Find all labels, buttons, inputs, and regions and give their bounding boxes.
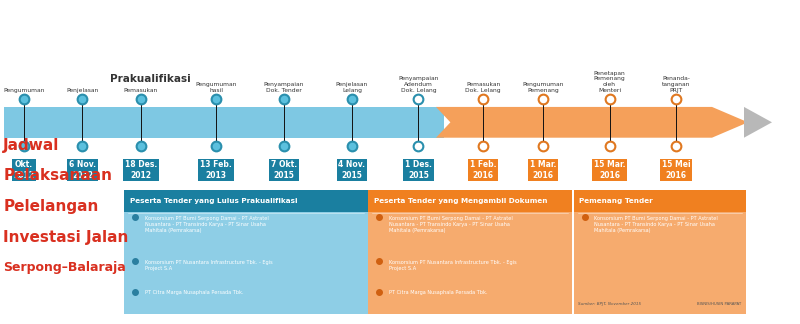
Text: Pemasukan
Dok. Lelang: Pemasukan Dok. Lelang <box>466 82 501 93</box>
Text: BISNIS/HUSIN PARAPAT: BISNIS/HUSIN PARAPAT <box>698 302 742 306</box>
FancyBboxPatch shape <box>368 190 572 212</box>
Polygon shape <box>436 107 748 138</box>
Text: Pengumuman
hasil: Pengumuman hasil <box>195 82 237 93</box>
Text: Sumber: BPJT, November 2015: Sumber: BPJT, November 2015 <box>578 302 641 306</box>
Text: Penjelasan: Penjelasan <box>66 88 98 93</box>
Text: Konsorsium PT Nusantara Infrastructure Tbk. - Egis
Project S.A: Konsorsium PT Nusantara Infrastructure T… <box>389 260 517 271</box>
Text: Konsorsium PT Bumi Serpong Damai - PT Astratel
Nusantara - PT Transindo Karya - : Konsorsium PT Bumi Serpong Damai - PT As… <box>145 216 269 233</box>
Text: Okt.
2012: Okt. 2012 <box>14 160 34 180</box>
Text: Penjelasan
Lelang: Penjelasan Lelang <box>336 82 368 93</box>
Text: Serpong–Balaraja: Serpong–Balaraja <box>3 261 126 274</box>
Text: Pemenang Tender: Pemenang Tender <box>579 198 653 203</box>
FancyBboxPatch shape <box>124 190 368 314</box>
Text: 4 Nov.
2015: 4 Nov. 2015 <box>338 160 366 180</box>
Text: PT Citra Marga Nusaphala Persada Tbk.: PT Citra Marga Nusaphala Persada Tbk. <box>145 290 243 295</box>
Polygon shape <box>4 107 444 138</box>
Text: Jadwal: Jadwal <box>3 138 59 153</box>
Text: 13 Feb.
2013: 13 Feb. 2013 <box>200 160 232 180</box>
Text: Penyampaian
Dok. Tender: Penyampaian Dok. Tender <box>264 82 304 93</box>
Text: Penetapan
Pemenang
oleh
Menteri: Penetapan Pemenang oleh Menteri <box>594 71 626 93</box>
FancyBboxPatch shape <box>574 190 746 314</box>
Text: Peserta Tender yang Lulus Prakualifikasi: Peserta Tender yang Lulus Prakualifikasi <box>130 198 297 203</box>
FancyBboxPatch shape <box>574 190 746 212</box>
Text: Pengumuman
Pemenang: Pengumuman Pemenang <box>522 82 564 93</box>
Text: 1 Mar.
2016: 1 Mar. 2016 <box>530 160 556 180</box>
Text: Pemasukan: Pemasukan <box>124 88 158 93</box>
FancyBboxPatch shape <box>368 190 572 314</box>
Text: 18 Des.
2012: 18 Des. 2012 <box>125 160 157 180</box>
Text: Pelelangan: Pelelangan <box>3 199 98 214</box>
Text: 1 Des.
2015: 1 Des. 2015 <box>405 160 432 180</box>
Text: 15 Mar.
2016: 15 Mar. 2016 <box>594 160 626 180</box>
Text: Konsorsium PT Nusantara Infrastructure Tbk. - Egis
Project S.A: Konsorsium PT Nusantara Infrastructure T… <box>145 260 273 271</box>
Text: 15 Mei
2016: 15 Mei 2016 <box>662 160 690 180</box>
Text: Prakualifikasi: Prakualifikasi <box>110 74 191 84</box>
FancyBboxPatch shape <box>124 190 368 212</box>
Text: PT Citra Marga Nusaphala Persada Tbk.: PT Citra Marga Nusaphala Persada Tbk. <box>389 290 487 295</box>
Text: Penyampaian
Adendum
Dok. Lelang: Penyampaian Adendum Dok. Lelang <box>398 76 438 93</box>
Text: 6 Nov.
2012: 6 Nov. 2012 <box>69 160 96 180</box>
Text: Konsorsium PT Bumi Serpong Damai - PT Astratel
Nusantara - PT Transindo Karya - : Konsorsium PT Bumi Serpong Damai - PT As… <box>389 216 513 233</box>
Polygon shape <box>744 107 772 138</box>
Text: Penanda-
tanganan
PRJT: Penanda- tanganan PRJT <box>662 76 690 93</box>
Text: 1 Feb.
2016: 1 Feb. 2016 <box>470 160 497 180</box>
Text: 7 Okt.
2015: 7 Okt. 2015 <box>271 160 297 180</box>
Text: Konsorsium PT Bumi Serpong Damai - PT Astratel
Nusantara - PT Transindo Karya - : Konsorsium PT Bumi Serpong Damai - PT As… <box>594 216 718 233</box>
Text: Peserta Tender yang Mengambil Dokumen: Peserta Tender yang Mengambil Dokumen <box>374 198 547 203</box>
Text: Pengumuman: Pengumuman <box>3 88 45 93</box>
Text: Pelaksanaan: Pelaksanaan <box>3 168 112 183</box>
Text: Investasi Jalan: Investasi Jalan <box>3 230 129 245</box>
